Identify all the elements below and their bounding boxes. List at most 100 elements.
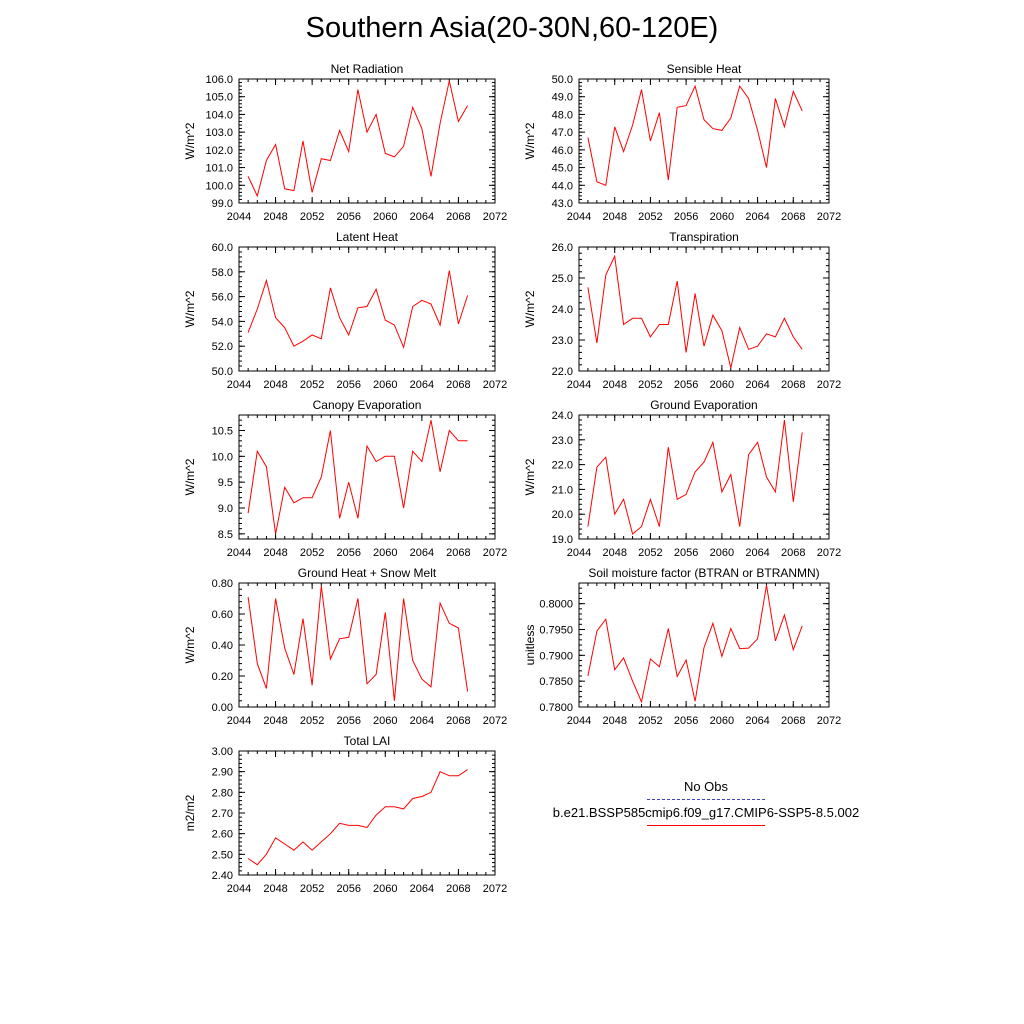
x-tick-label: 2060 (710, 547, 734, 559)
panel-title: Sensible Heat (667, 62, 742, 76)
chart-panel-4: Canopy Evaporation 2044 2048 2052 2056 2060 20… (183, 398, 507, 559)
y-tick-label: 52.0 (212, 341, 233, 353)
x-tick-label: 2068 (446, 211, 470, 223)
y-tick-label: 58.0 (212, 267, 233, 279)
plot-frame (238, 582, 496, 708)
plot-frame (578, 414, 830, 540)
y-tick-label: 102.0 (205, 145, 233, 157)
x-tick-label: 2044 (567, 379, 591, 391)
panel-title: Total LAI (344, 734, 391, 748)
plot-frame (578, 582, 830, 708)
x-tick-label: 2056 (674, 547, 698, 559)
y-tick-label: 0.7850 (539, 676, 573, 688)
y-tick-label: 2.90 (212, 767, 233, 779)
series-line (587, 84, 803, 187)
x-tick-label: 2060 (373, 883, 397, 895)
y-tick-label: 26.0 (552, 242, 573, 254)
y-axis-label: W/m^2 (523, 290, 537, 327)
plot-frame (578, 246, 830, 372)
y-tick-label: 0.7900 (539, 650, 573, 662)
x-tick-label: 2056 (674, 715, 698, 727)
y-tick-label: 10.0 (212, 451, 233, 463)
y-tick-label: 60.0 (212, 242, 233, 254)
chart-panel-0: Net Radiation 2044 2048 2052 2056 2060 2064 206… (183, 62, 507, 223)
series-line (247, 270, 469, 350)
x-tick-label: 2048 (602, 715, 626, 727)
x-tick-label: 2044 (567, 211, 591, 223)
x-tick-label: 2052 (638, 379, 662, 391)
y-axis-label: W/m^2 (183, 458, 197, 495)
x-tick-label: 2052 (638, 715, 662, 727)
x-tick-label: 2072 (817, 547, 841, 559)
y-tick-label: 46.0 (552, 145, 573, 157)
x-tick-label: 2056 (336, 715, 360, 727)
x-tick-label: 2060 (710, 379, 734, 391)
y-axis-label: W/m^2 (523, 458, 537, 495)
y-axis-label: unitless (523, 625, 537, 666)
chart-panel-5: Ground Evaporation 2044 2048 2052 2056 2060 20… (523, 398, 841, 559)
x-tick-label: 2052 (300, 547, 324, 559)
x-tick-label: 2044 (567, 715, 591, 727)
y-tick-label: 0.7800 (539, 702, 573, 714)
y-tick-label: 23.0 (552, 435, 573, 447)
x-tick-label: 2068 (446, 715, 470, 727)
x-tick-label: 2044 (227, 715, 251, 727)
x-tick-label: 2060 (710, 211, 734, 223)
x-tick-label: 2072 (483, 883, 507, 895)
x-tick-label: 2068 (781, 547, 805, 559)
x-tick-label: 2068 (446, 547, 470, 559)
y-tick-label: 23.0 (552, 335, 573, 347)
y-axis-label: W/m^2 (183, 122, 197, 159)
chart-panel-6: Ground Heat + Snow Melt 2044 2048 2052 2056 2… (183, 566, 507, 727)
x-tick-label: 2072 (817, 715, 841, 727)
x-tick-label: 2044 (227, 547, 251, 559)
legend-label-obs: No Obs (683, 779, 729, 794)
x-tick-label: 2052 (638, 211, 662, 223)
y-tick-label: 10.5 (212, 426, 233, 438)
y-tick-label: 47.0 (552, 127, 573, 139)
y-axis-label: m2/m2 (183, 794, 197, 831)
chart-panel-1: Sensible Heat 2044 2048 2052 2056 2060 2064 206… (523, 62, 841, 223)
y-tick-label: 99.0 (212, 198, 233, 210)
y-tick-label: 2.80 (212, 787, 233, 799)
y-tick-label: 44.0 (552, 180, 573, 192)
y-tick-label: 21.0 (552, 484, 573, 496)
x-tick-label: 2072 (483, 715, 507, 727)
plot-frame (238, 414, 496, 540)
x-tick-label: 2048 (263, 379, 287, 391)
x-tick-label: 2068 (446, 883, 470, 895)
x-tick-label: 2048 (602, 211, 626, 223)
plot-frame (238, 750, 496, 876)
x-tick-label: 2048 (602, 379, 626, 391)
x-tick-label: 2048 (263, 211, 287, 223)
y-tick-label: 106.0 (205, 74, 233, 86)
y-tick-label: 56.0 (212, 292, 233, 304)
x-tick-label: 2048 (263, 715, 287, 727)
legend: No Obs b.e21.BSSP585cmip6.f09_g17.CMIP6-… (520, 778, 892, 830)
panel-title: Soil moisture factor (BTRAN or BTRANMN) (588, 566, 819, 580)
y-tick-label: 9.5 (218, 477, 233, 489)
y-tick-label: 3.00 (212, 746, 233, 758)
y-tick-label: 8.5 (218, 529, 233, 541)
y-tick-label: 25.0 (552, 273, 573, 285)
y-tick-label: 45.0 (552, 163, 573, 175)
y-tick-label: 24.0 (552, 304, 573, 316)
series-line (247, 769, 468, 866)
series-line (587, 585, 803, 704)
panel-title: Ground Heat + Snow Melt (298, 566, 437, 580)
y-tick-label: 104.0 (205, 109, 233, 121)
series-line (247, 586, 469, 701)
y-tick-label: 0.80 (212, 578, 233, 590)
x-tick-label: 2068 (781, 211, 805, 223)
series-line (587, 419, 803, 535)
x-tick-label: 2064 (745, 547, 769, 559)
y-tick-label: 22.0 (552, 366, 573, 378)
y-tick-label: 48.0 (552, 109, 573, 121)
x-tick-label: 2072 (483, 547, 507, 559)
y-tick-label: 20.0 (552, 509, 573, 521)
legend-line-model (647, 825, 765, 826)
x-tick-label: 2056 (336, 883, 360, 895)
chart-panel-3: Transpiration 2044 2048 2052 2056 2060 2064 206… (523, 230, 841, 391)
x-tick-label: 2048 (263, 547, 287, 559)
y-tick-label: 50.0 (212, 366, 233, 378)
